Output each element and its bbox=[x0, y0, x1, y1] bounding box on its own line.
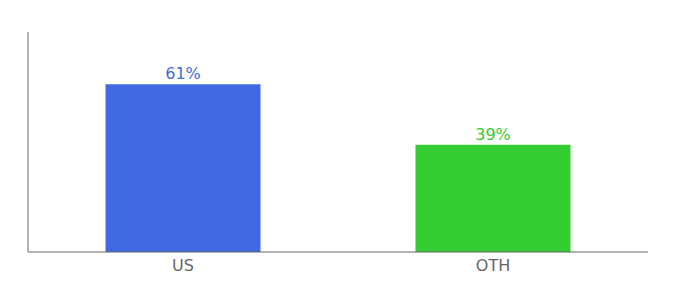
svg-text:OTH: OTH bbox=[476, 256, 510, 275]
svg-text:39%: 39% bbox=[475, 125, 511, 144]
svg-text:US: US bbox=[172, 256, 194, 275]
svg-text:61%: 61% bbox=[165, 64, 201, 83]
